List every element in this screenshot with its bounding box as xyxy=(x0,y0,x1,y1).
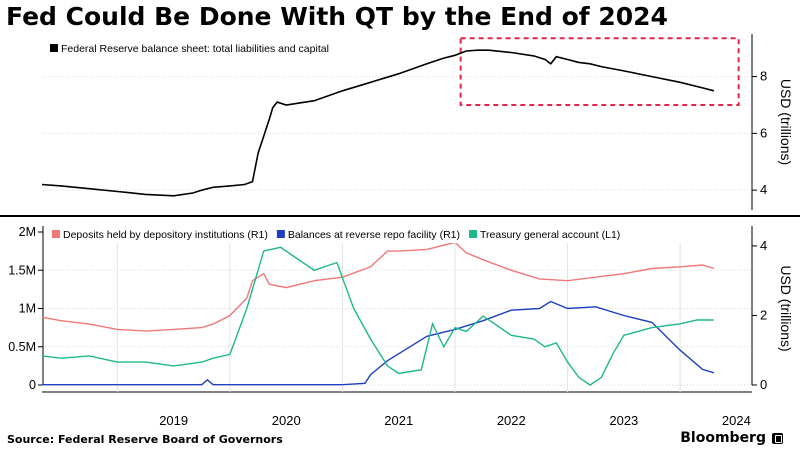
bottom-right-tick-label: 4 xyxy=(760,238,767,253)
x-tick-label: 2024 xyxy=(722,413,751,428)
reverse-repo-line xyxy=(42,300,715,386)
legend-reverse-repo-label: Balances at reverse repo facility (R1) xyxy=(288,229,460,241)
bloomberg-logo-icon xyxy=(772,433,783,444)
top-legend-bg xyxy=(47,39,397,58)
x-tick-label: 2019 xyxy=(159,413,188,428)
bottom-right-tick-label: 2 xyxy=(760,307,767,322)
bottom-left-tick-label: 1.5M xyxy=(8,263,36,277)
source-note: Source: Federal Reserve Board of Governo… xyxy=(7,433,283,446)
bottom-left-tick-label: 0.5M xyxy=(8,340,36,354)
bottom-legend-bg xyxy=(45,226,745,243)
bottom-left-tick-label: 2M xyxy=(19,225,36,239)
bottom-left-tick-label: 1M xyxy=(19,302,36,316)
top-y-tick-label: 6 xyxy=(760,125,767,140)
chart-title: Fed Could Be Done With QT by the End of … xyxy=(6,2,668,31)
x-tick-label: 2021 xyxy=(384,413,413,428)
bottom-right-tick-label: 0 xyxy=(760,377,767,392)
balance-sheet-line xyxy=(41,49,715,197)
highlight-box xyxy=(459,37,740,106)
bottom-y-axis-label: USD (trillions) xyxy=(778,265,794,351)
legend-deposits-label: Deposits held by depository institutions… xyxy=(63,229,268,241)
deposits-line xyxy=(41,241,715,332)
top-legend-label: Federal Reserve balance sheet: total lia… xyxy=(61,43,329,55)
top-y-tick-label: 8 xyxy=(760,69,767,84)
top-legend-swatch xyxy=(50,44,58,52)
legend-reverse-repo-swatch xyxy=(276,230,285,238)
legend-tga-swatch xyxy=(469,230,478,238)
x-tick-label: 2022 xyxy=(497,413,526,428)
x-tick-label: 2023 xyxy=(609,413,638,428)
brand-wordmark: Bloomberg xyxy=(680,430,766,446)
legend-deposits-swatch xyxy=(52,230,60,238)
top-panel-bg xyxy=(0,34,800,210)
x-tick-label: 2020 xyxy=(272,413,301,428)
tga-line xyxy=(41,246,714,386)
top-y-tick-label: 4 xyxy=(760,182,767,197)
legend-tga-label: Treasury general account (L1) xyxy=(480,229,620,241)
bottom-left-tick-label: 0 xyxy=(29,378,36,392)
top-y-axis-label: USD (trillions) xyxy=(778,79,794,165)
